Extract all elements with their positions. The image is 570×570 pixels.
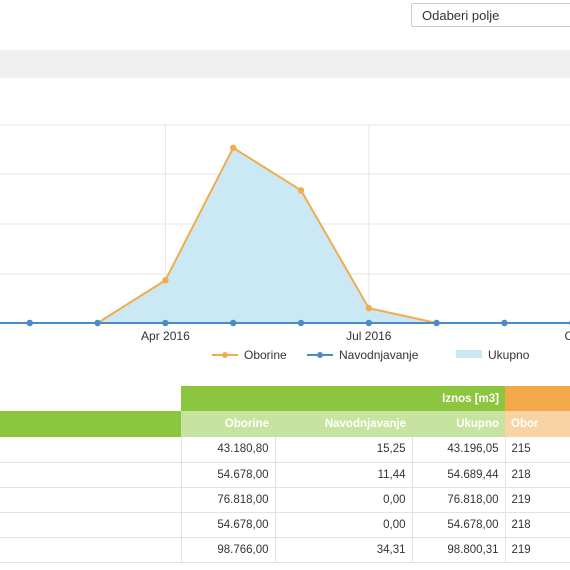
point-oborine [365,304,372,312]
top-toolbar: Odaberi polje [0,0,570,38]
column-header-ukupno[interactable]: Ukupno [412,411,505,437]
row-label-cell [0,437,181,463]
field-select[interactable]: Odaberi polje [411,3,570,27]
cell-oborine: 98.766,00 [180,537,275,563]
section-header-bar [0,50,570,78]
point-navodnjavanje [162,319,169,327]
cell-ukupno: 54.678,00 [411,512,505,538]
point-navodnjavanje [230,319,237,327]
point-navodnjavanje [501,319,508,327]
cell-oborine-2: 218 [504,462,570,488]
cell-oborine: 76.818,00 [180,487,275,513]
cell-ukupno: 43.196,05 [411,437,505,463]
point-navodnjavanje [26,319,33,327]
cell-navodnjavanje: 15,25 [274,437,412,463]
x-tick-label: Apr 2016 [141,329,190,343]
chart: Apr 2016 Jul 2016 Oc Oborine Navodnjavanje Uk… [0,80,570,380]
cell-navodnjavanje: 0,00 [274,487,412,513]
row-label-cell [0,512,181,538]
legend-label-ukupno: Ukupno [488,348,530,362]
table-row[interactable]: 43.180,80 15,25 43.196,05 215 [0,437,570,463]
legend-label-navodnjavanje: Navodnjavanje [339,348,419,362]
column-header-oborine[interactable]: Oborine [181,411,275,437]
cell-ukupno: 76.818,00 [411,487,505,513]
table-column-header-row: Oborine Navodnjavanje Ukupno Obor [0,411,570,437]
cell-ukupno: 98.800,31 [411,537,505,563]
column-header-oborine-2[interactable]: Obor [505,411,570,437]
point-navodnjavanje [365,319,372,327]
row-label-cell [0,537,181,563]
table-row[interactable]: 54.678,00 11,44 54.689,44 218 [0,462,570,488]
cell-navodnjavanje: 11,44 [274,462,412,488]
column-header-navodnjavanje[interactable]: Navodnjavanje [275,411,412,437]
cell-oborine: 54.678,00 [180,462,275,488]
legend-swatch-ukupno [456,350,482,358]
cell-oborine-2: 218 [504,512,570,538]
row-label-cell [0,462,181,488]
cell-oborine: 54.678,00 [180,512,275,538]
point-oborine [162,277,169,284]
cell-oborine-2: 215 [504,437,570,463]
x-tick-label: Jul 2016 [346,329,392,343]
table-header-blank [0,386,181,411]
table-row[interactable]: 76.818,00 0,00 76.818,00 219 [0,487,570,513]
data-table: Iznos [m3] Oborine Navodnjavanje Ukupno … [0,386,570,563]
cell-oborine-2: 219 [504,487,570,513]
point-navodnjavanje [297,319,305,327]
legend-marker-navodnjavanje [317,352,323,358]
field-select-label: Odaberi polje [422,8,500,23]
point-oborine [297,187,305,194]
series-area-ukupno [0,147,570,323]
table-group-header-next [505,386,570,411]
cell-oborine-2: 219 [504,537,570,563]
cell-oborine: 43.180,80 [180,437,275,463]
table-group-header: Iznos [m3] [181,386,505,411]
x-tick-label: Oc [565,329,570,343]
table-row[interactable]: 54.678,00 0,00 54.678,00 218 [0,512,570,538]
cell-navodnjavanje: 34,31 [274,537,412,563]
point-navodnjavanje [94,319,101,327]
cell-ukupno: 54.689,44 [411,462,505,488]
cell-navodnjavanje: 0,00 [274,512,412,538]
chart-svg: Apr 2016 Jul 2016 Oc Oborine Navodnjavanje Uk… [0,124,570,362]
point-navodnjavanje [433,319,440,327]
table-group-header-row: Iznos [m3] [0,386,570,411]
point-oborine [230,144,237,151]
table-header-left [0,411,181,437]
table-row[interactable]: 98.766,00 34,31 98.800,31 219 [0,537,570,563]
row-label-cell [0,487,181,513]
legend-marker-oborine [222,352,228,358]
legend-label-oborine: Oborine [244,348,287,362]
